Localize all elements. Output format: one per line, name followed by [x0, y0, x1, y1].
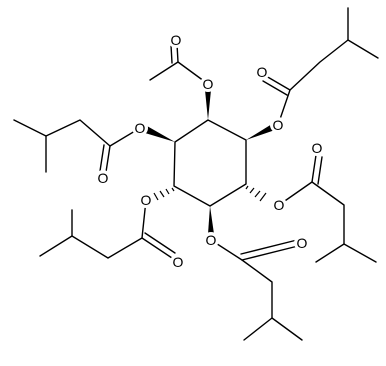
bond: [278, 181, 345, 263]
bond: [240, 239, 298, 255]
wedge-bond: [145, 126, 175, 142]
bond: [210, 239, 303, 341]
atom-label: O: [312, 140, 323, 156]
bond: [241, 245, 299, 261]
bond: [243, 317, 273, 341]
bond: [141, 237, 173, 259]
bond: [39, 199, 147, 259]
atom-label: O: [173, 254, 184, 270]
bond: [262, 80, 288, 96]
ring: [173, 119, 247, 207]
atom-mask: [170, 254, 186, 270]
atom-mask: [200, 76, 216, 92]
atom-mask: [95, 170, 111, 186]
atom-mask: [294, 235, 310, 251]
bond: [277, 7, 349, 126]
atom-label: O: [98, 170, 109, 186]
atom-mask: [271, 197, 287, 213]
atom-label: O: [141, 192, 152, 208]
atom-labels: O O O O O O O O O O O O: [95, 32, 325, 270]
atom-mask: [254, 64, 270, 80]
atom-label: O: [297, 235, 308, 251]
bond: [105, 145, 111, 173]
bond: [13, 119, 141, 147]
bond: [170, 44, 173, 64]
atom-mask: [270, 117, 286, 133]
atom-mask: [309, 140, 325, 156]
bond: [99, 144, 105, 172]
bond: [343, 243, 377, 263]
atom-mask: [138, 192, 154, 208]
bond: [347, 39, 379, 59]
hash-bond: [153, 185, 267, 202]
bonds: [13, 7, 379, 341]
bond: [317, 156, 323, 185]
wedge-bond: [208, 206, 214, 234]
atom-mask: [168, 32, 184, 48]
wedge-bond: [246, 124, 275, 140]
atom-label: O: [135, 120, 146, 136]
atom-label: O: [171, 32, 182, 48]
atom-mask: [132, 120, 148, 136]
atom-label: O: [257, 64, 268, 80]
bond: [149, 61, 209, 85]
bond: [311, 154, 317, 183]
wedge-bond: [205, 90, 211, 120]
atom-label: O: [273, 117, 284, 133]
bond: [265, 75, 291, 91]
atom-mask: [203, 232, 219, 248]
atom-label: O: [206, 232, 217, 248]
atom-label: O: [203, 76, 214, 92]
atom-label: O: [274, 197, 285, 213]
bond: [144, 232, 176, 254]
